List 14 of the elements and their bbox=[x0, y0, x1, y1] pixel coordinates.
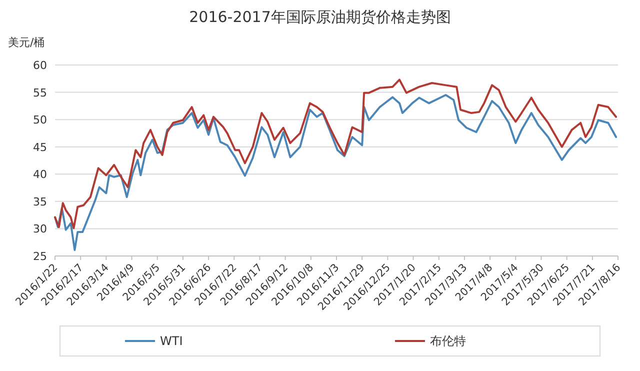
y-axis-title: 美元/桶 bbox=[8, 36, 45, 49]
line-series bbox=[54, 78, 618, 230]
legend-label: 布伦特 bbox=[430, 334, 466, 348]
y-tick-label: 55 bbox=[33, 86, 47, 100]
chart-title: 2016-2017年国际原油期货价格走势图 bbox=[189, 8, 451, 26]
line-series bbox=[54, 94, 618, 251]
y-tick-label: 30 bbox=[33, 222, 47, 236]
y-tick-label: 40 bbox=[33, 168, 47, 182]
y-tick-label: 60 bbox=[33, 59, 47, 72]
y-tick-label: 35 bbox=[33, 195, 47, 208]
y-tick-label: 25 bbox=[33, 250, 47, 263]
y-tick-label: 50 bbox=[33, 114, 47, 127]
y-tick-label: 45 bbox=[33, 140, 47, 154]
legend-label: WTI bbox=[160, 334, 183, 348]
